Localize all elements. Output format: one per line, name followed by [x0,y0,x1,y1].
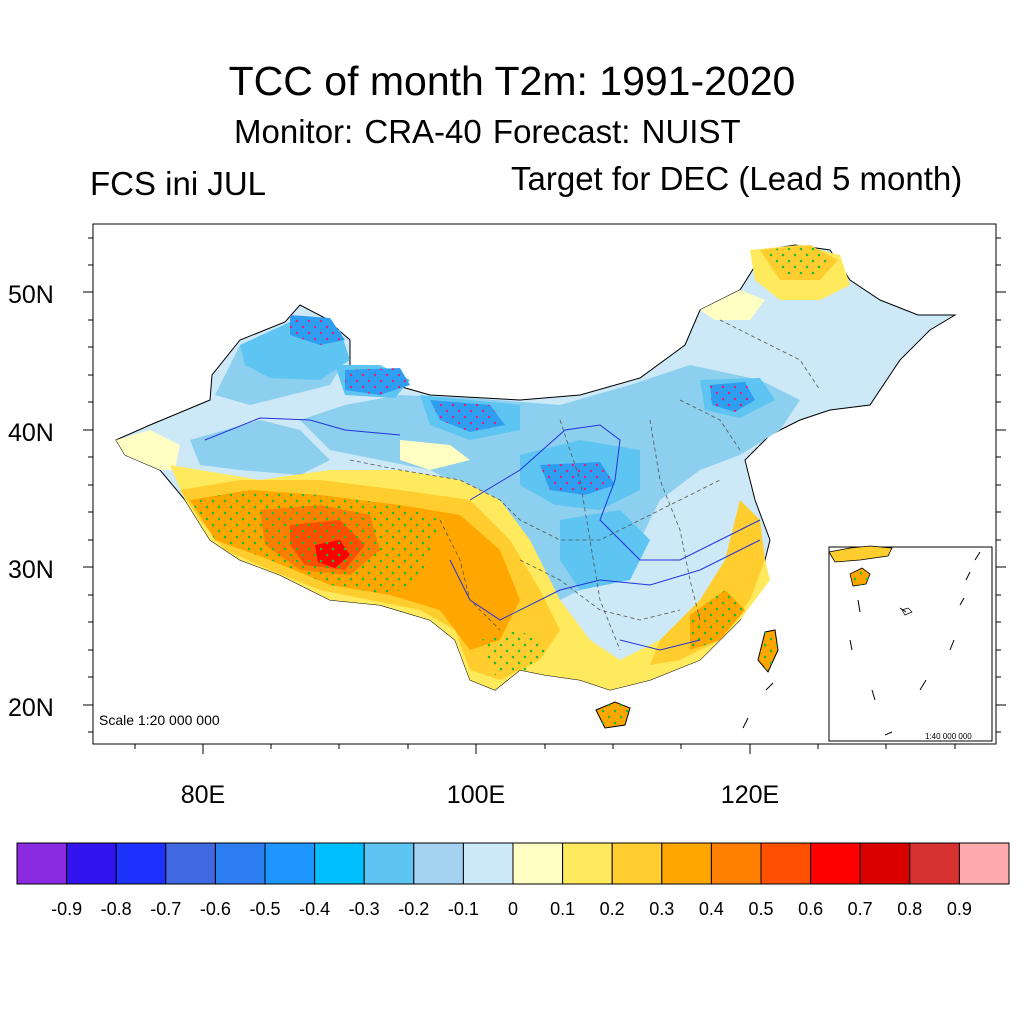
colorbar-label: -0.9 [51,899,82,919]
lon-label-80e: 80E [181,781,225,809]
colorbar-label: -0.7 [150,899,181,919]
colorbar-swatch [16,842,68,885]
colorbar-label: 0.2 [600,899,625,919]
lon-label-100e: 100E [447,781,505,809]
colorbar-swatch [363,842,415,885]
target-label: Target for DEC (Lead 5 month) [511,160,963,197]
colorbar-label: 0.5 [748,899,773,919]
chart-title: TCC of month T2m: 1991-2020 [228,58,796,104]
colorbar-swatch [413,842,464,885]
colorbar-swatch [165,842,216,885]
colorbar-label: 0.1 [550,899,575,919]
south-china-sea-inset: 1:40 000 000 [828,545,993,742]
colorbar-swatch [115,842,167,885]
colorbar-swatch [214,842,266,885]
colorbar-swatch [66,842,117,885]
chart-subtitle: Monitor: CRA-40 Forecast: NUIST [234,113,741,150]
colorbar-swatch [810,842,861,885]
init-label: FCS ini JUL [90,165,267,202]
china-field [115,244,957,729]
colorbar-label: -0.4 [299,899,330,919]
lat-label-30n: 30N [8,556,54,584]
colorbar-swatch [611,842,663,885]
colorbar-swatch [512,842,564,885]
colorbar-label: 0.6 [798,899,823,919]
colorbar-label: 0.9 [947,899,972,919]
colorbar-label: 0.8 [897,899,922,919]
colorbar-label: 0.7 [848,899,873,919]
colorbar-label: -0.5 [249,899,280,919]
map-scale-text: Scale 1:20 000 000 [99,712,220,728]
colorbar-swatch [710,842,762,885]
colorbar-swatch [562,842,613,885]
lat-label-40n: 40N [8,419,54,447]
colorbar: -0.9 -0.8 -0.7 -0.6 -0.5 -0.4 -0.3 -0.2 -0.1 0 0.1… [16,842,1010,919]
colorbar-swatch [661,842,712,885]
colorbar-swatch [958,842,1010,885]
colorbar-label: -0.1 [448,899,479,919]
inset-scale-text: 1:40 000 000 [925,732,972,741]
colorbar-swatch [314,842,365,885]
colorbar-label: 0.3 [649,899,674,919]
colorbar-swatch [462,842,514,885]
colorbar-label: 0 [508,899,518,919]
colorbar-label: -0.6 [200,899,231,919]
lon-label-120e: 120E [721,781,779,809]
colorbar-label: -0.2 [398,899,429,919]
colorbar-label: -0.3 [349,899,380,919]
lat-label-20n: 20N [8,694,54,722]
lat-label-50n: 50N [8,281,54,309]
colorbar-swatch [264,842,316,885]
axis-ticks [83,237,1006,754]
colorbar-swatch [909,842,960,885]
colorbar-label: 0.4 [699,899,724,919]
colorbar-swatch [859,842,911,885]
colorbar-swatch [760,842,812,885]
colorbar-label: -0.8 [101,899,132,919]
